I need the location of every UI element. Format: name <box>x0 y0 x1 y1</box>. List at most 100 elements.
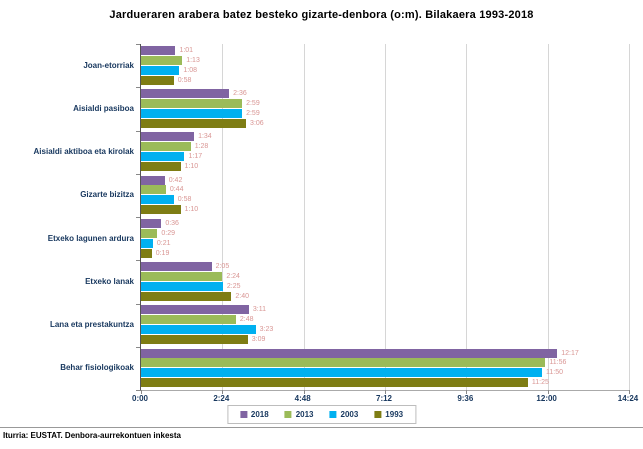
value-label: 3:23 <box>259 326 274 334</box>
y-axis-tick <box>136 390 140 391</box>
value-label: 0:21 <box>156 239 171 247</box>
value-label: 11:50 <box>546 369 564 377</box>
y-axis-tick <box>136 303 140 305</box>
x-axis-tick <box>547 390 549 394</box>
legend-item-2003: 2003 <box>329 410 359 419</box>
value-label: 3:11 <box>252 306 266 314</box>
value-label: 3:09 <box>251 336 266 344</box>
x-axis-tick <box>385 390 386 394</box>
value-label: 3:06 <box>250 119 264 127</box>
legend-swatch <box>374 411 382 418</box>
legend: 2018 2013 2003 1993 <box>226 405 417 424</box>
legend-swatch <box>284 411 292 418</box>
bar-2013 <box>141 185 166 195</box>
category-label: Joan-etorriak <box>83 60 134 70</box>
x-tick-label: 0:00 <box>131 394 149 403</box>
legend-swatch <box>239 411 247 418</box>
legend-label: 2013 <box>295 410 314 419</box>
y-axis-tick <box>136 260 140 262</box>
value-label: 1:08 <box>183 66 198 74</box>
plot-area: 1:01 1:13 1:08 0:58 2:36 2:59 2:59 3:06 1:34 1:28… <box>136 44 630 394</box>
gridline <box>222 44 224 390</box>
category-label: Aisialdi pasiboa <box>73 103 134 113</box>
bar-2018 <box>141 305 249 315</box>
bar-2003 <box>141 65 180 75</box>
legend-label: 1993 <box>385 410 404 419</box>
value-label: 2:59 <box>246 99 260 107</box>
gridline <box>303 44 305 390</box>
value-label: 2:36 <box>233 90 247 98</box>
value-label: 1:01 <box>179 46 194 54</box>
value-label: 1:28 <box>194 143 209 151</box>
bar-2003 <box>141 325 256 335</box>
bar-1993 <box>141 291 232 301</box>
x-tick-label: 9:36 <box>457 394 474 403</box>
y-axis-tick <box>136 217 140 218</box>
x-tick-label: 7:12 <box>375 394 393 403</box>
bar-2003 <box>141 238 153 248</box>
bar-2013 <box>141 228 158 238</box>
value-label: 0:44 <box>169 186 184 194</box>
x-tick-label: 14:24 <box>617 394 639 403</box>
legend-label: 2003 <box>340 410 359 419</box>
value-label: 1:13 <box>186 56 200 64</box>
value-label: 0:19 <box>155 249 170 257</box>
gridline <box>466 44 468 390</box>
category-label: Behar fisiologikoak <box>60 363 134 373</box>
bar-1993 <box>141 205 181 215</box>
gridline <box>385 44 386 390</box>
category-label: Gizarte bizitza <box>80 190 134 200</box>
bar-2013 <box>141 271 223 281</box>
bar-1993 <box>141 118 247 128</box>
footer-divider <box>0 427 643 428</box>
x-axis-tick <box>303 390 305 394</box>
value-label: 2:40 <box>235 292 249 300</box>
bar-1993 <box>141 378 528 388</box>
x-axis-tick <box>629 390 630 394</box>
bar-2003 <box>141 108 243 118</box>
gridline <box>547 44 549 390</box>
value-label: 0:58 <box>177 196 192 204</box>
bar-2018 <box>141 132 195 142</box>
value-label: 1:10 <box>184 163 199 171</box>
bar-2003 <box>141 368 543 378</box>
x-tick-label: 2:24 <box>213 394 230 403</box>
value-label: 2:48 <box>239 316 254 324</box>
value-label: 1:34 <box>198 133 212 141</box>
legend-swatch <box>329 411 337 418</box>
bar-2013 <box>141 98 243 108</box>
x-axis-tick <box>466 390 468 394</box>
bar-1993 <box>141 162 181 172</box>
chart-title: Jardueraren arabera batez besteko gizart… <box>109 9 534 21</box>
legend-item-1993: 1993 <box>374 410 403 419</box>
value-label: 2:05 <box>215 263 230 271</box>
bar-2018 <box>141 262 212 272</box>
legend-label: 2018 <box>250 410 269 419</box>
bar-2003 <box>141 281 223 291</box>
bar-2003 <box>141 195 174 205</box>
category-label: Etxeko lanak <box>85 276 134 286</box>
legend-item-2018: 2018 <box>239 410 269 419</box>
gridline <box>629 44 630 390</box>
bar-2003 <box>141 152 185 162</box>
category-label: Lana eta prestakuntza <box>49 320 134 330</box>
x-axis-tick <box>141 390 142 394</box>
bar-2018 <box>141 218 162 228</box>
bar-2013 <box>141 142 191 152</box>
bar-1993 <box>141 248 152 258</box>
value-label: 0:58 <box>177 76 192 84</box>
value-label: 0:42 <box>168 176 183 184</box>
source-note: Iturria: EUSTAT. Denbora-aurrekontuen in… <box>3 431 181 440</box>
value-label: 0:29 <box>161 229 175 237</box>
bar-2018 <box>141 348 558 358</box>
value-label: 1:10 <box>184 206 199 214</box>
bar-2018 <box>141 175 165 185</box>
bar-2013 <box>141 358 546 368</box>
bar-2018 <box>141 45 176 55</box>
y-axis-tick <box>136 87 140 89</box>
bar-1993 <box>141 335 248 345</box>
bar-2013 <box>141 315 236 325</box>
bar-1993 <box>141 75 174 85</box>
x-axis-tick <box>222 390 224 394</box>
